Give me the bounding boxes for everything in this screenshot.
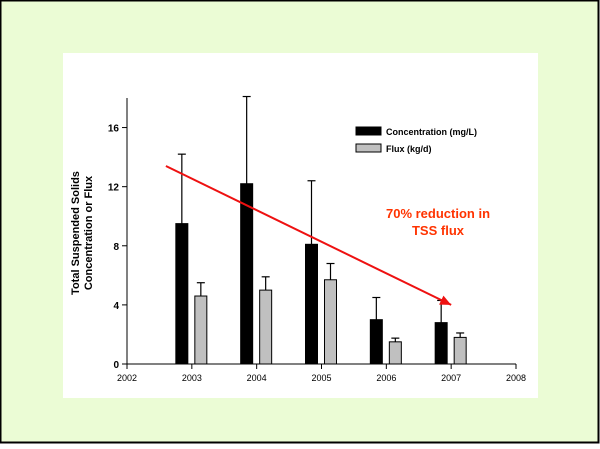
plot-area: 0 4 8 12 16 2002 2003 2004 2005 2006 2007 2008 (108, 95, 526, 383)
x-tick-label-2005: 2005 (311, 373, 331, 383)
legend-swatch-flux (355, 143, 382, 153)
x-tick-label-2002: 2002 (117, 373, 137, 383)
bar-flux-2003 (194, 295, 208, 365)
bar-concentration-2003 (175, 223, 189, 365)
legend-swatch-concentration (355, 126, 382, 136)
bar-flux-2004 (259, 289, 273, 365)
x-tick-label-2008: 2008 (506, 373, 526, 383)
y-axis-title: Total Suspended Solids Concentration or … (70, 171, 95, 295)
y-tick-label-4: 4 (113, 301, 119, 312)
bar-concentration-2005 (305, 243, 318, 365)
x-tick-label-2006: 2006 (376, 373, 396, 383)
x-tick-label-2004: 2004 (247, 373, 267, 383)
legend: Concentration (mg/L) Flux (kg/d) (355, 126, 477, 154)
y-tick-label-12: 12 (108, 183, 120, 194)
trend-arrow-head (439, 295, 452, 305)
bar-concentration-2004 (240, 183, 254, 365)
trend-arrow-line (165, 165, 452, 306)
chart-panel (63, 53, 538, 398)
bar-flux-2005 (324, 279, 337, 365)
y-axis-title-line2: Concentration or Flux (83, 175, 95, 290)
y-axis-title-line1: Total Suspended Solids (70, 171, 82, 295)
bar-flux-2007 (453, 336, 467, 365)
x-tick-label-2007: 2007 (441, 373, 461, 383)
y-tick-label-8: 8 (113, 242, 119, 253)
y-tick-label-16: 16 (108, 124, 120, 135)
bar-concentration-2006 (369, 319, 383, 365)
annotation-line2: TSS flux (412, 223, 465, 238)
legend-label-concentration: Concentration (mg/L) (386, 127, 477, 137)
x-tick-label-2003: 2003 (182, 373, 202, 383)
bar-concentration-2007 (434, 322, 448, 365)
y-tick-label-0: 0 (113, 360, 119, 371)
reduction-annotation: 70% reduction in TSS flux (386, 206, 490, 238)
legend-label-flux: Flux (kg/d) (386, 144, 432, 154)
bar-flux-2006 (388, 341, 402, 365)
annotation-line1: 70% reduction in (386, 206, 490, 221)
